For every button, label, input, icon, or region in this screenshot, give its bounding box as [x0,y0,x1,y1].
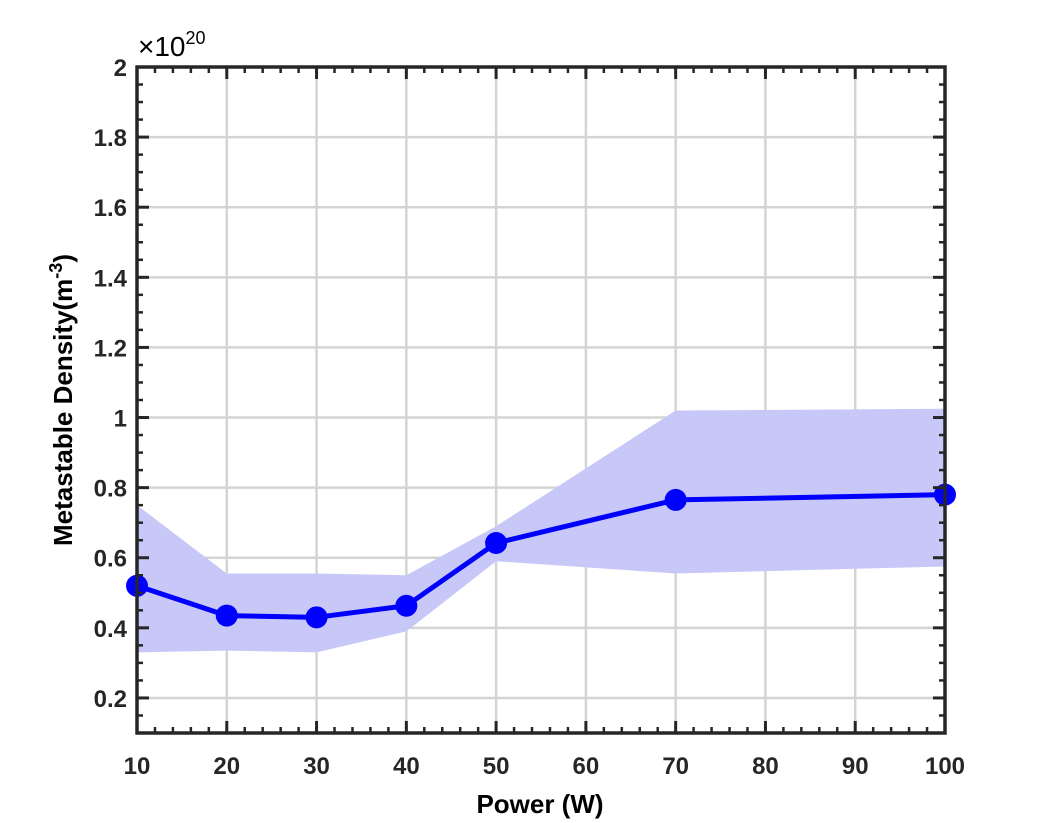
axis-ticks [135,65,947,735]
x-tick-label: 10 [124,753,151,780]
x-tick-label: 90 [842,753,869,780]
x-tick-label: 30 [303,753,330,780]
series-markers-layer [126,483,956,629]
x-tick-labels: 10 20 30 40 50 60 70 80 90 100 [124,753,965,780]
data-point [305,606,328,629]
x-tick-label: 100 [925,753,965,780]
data-point [664,488,687,511]
x-tick-label: 20 [213,753,240,780]
data-point [215,604,238,627]
y-tick-labels: 0.2 0.4 0.6 0.8 1 1.2 1.4 1.6 1.8 2 [94,55,128,713]
x-axis-title: Power (W) [476,789,603,819]
y-tick-label: 1.8 [94,125,127,152]
y-axis-title: Metastable Density(m-3) [46,254,78,546]
y-tick-label: 0.6 [94,546,127,573]
y-tick-label: 2 [114,55,127,82]
y-tick-label: 0.2 [94,686,127,713]
data-point [485,532,508,555]
y-tick-label: 1.4 [94,265,128,292]
y-tick-label: 1.2 [94,335,127,362]
x-tick-label: 50 [483,753,510,780]
x-tick-label: 60 [573,753,600,780]
y-tick-label: 0.4 [94,616,128,643]
y-exponent-label: ×1020 [138,28,206,62]
x-tick-label: 70 [662,753,689,780]
x-tick-label: 80 [752,753,779,780]
x-tick-label: 40 [393,753,420,780]
y-tick-label: 1 [114,406,127,433]
data-point [395,594,418,617]
y-tick-label: 0.8 [94,476,127,503]
y-tick-label: 1.6 [94,195,127,222]
